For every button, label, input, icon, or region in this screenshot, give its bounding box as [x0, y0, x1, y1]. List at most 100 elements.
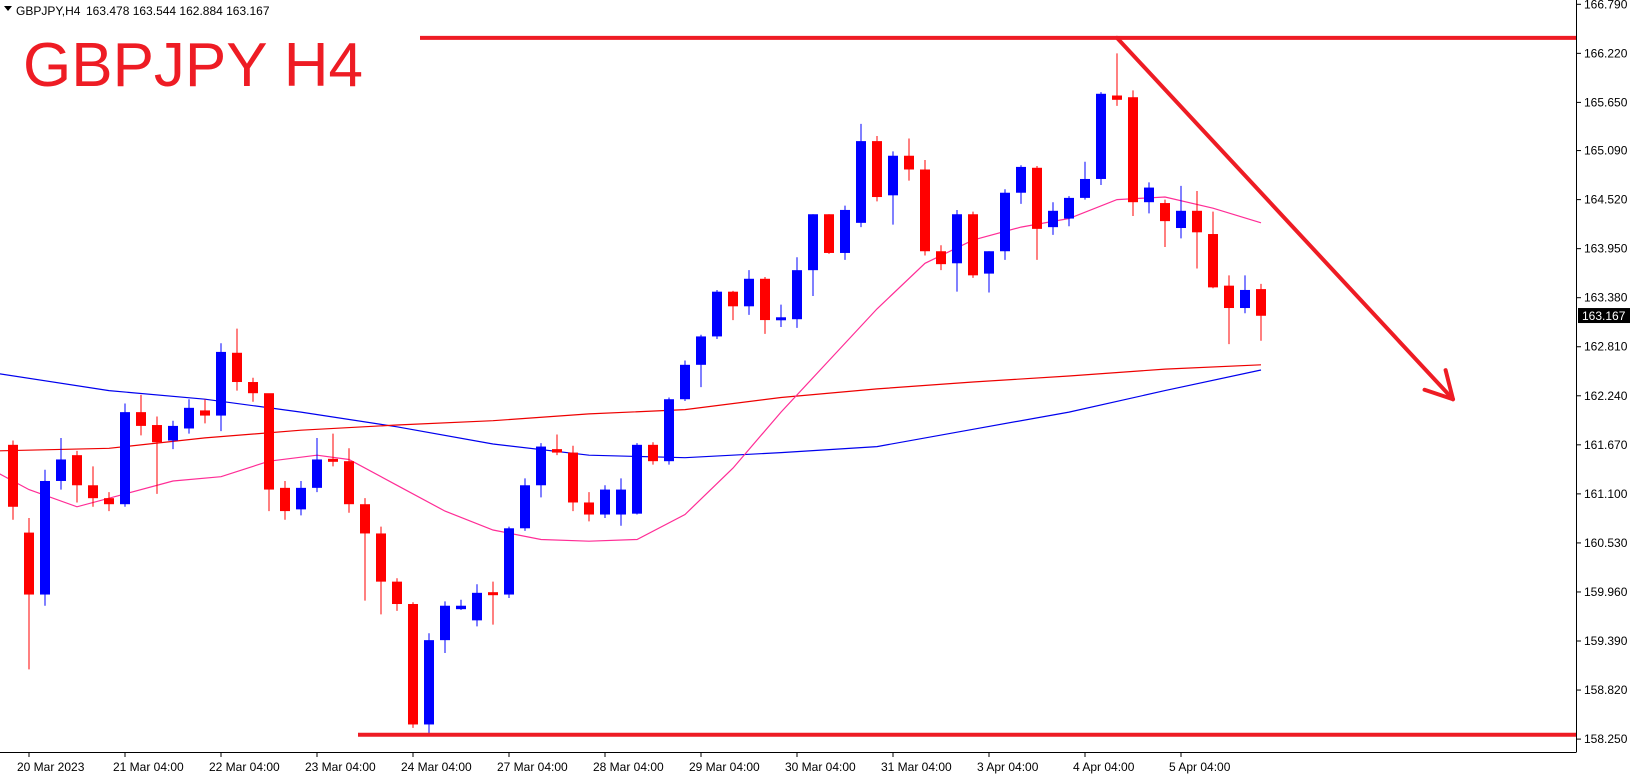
candle — [24, 517, 34, 670]
time-tick-label: 27 Mar 04:00 — [497, 760, 568, 774]
candle-body — [104, 498, 114, 505]
trend-arrow-head — [1422, 368, 1455, 402]
candle — [200, 399, 210, 424]
candle-body — [312, 459, 322, 488]
candle — [936, 245, 946, 271]
candle-body — [840, 209, 850, 253]
candle — [760, 277, 770, 334]
candle — [264, 393, 274, 512]
candle — [1064, 196, 1074, 227]
price-tick-label: 161.670 — [1584, 438, 1628, 452]
candle — [664, 397, 674, 465]
candle-body — [1208, 234, 1218, 288]
price-tick-label: 165.090 — [1584, 144, 1628, 158]
candle — [712, 289, 722, 340]
candle-body — [632, 444, 642, 514]
candle-body — [200, 410, 210, 416]
candle — [504, 526, 514, 598]
candle-body — [1256, 289, 1266, 316]
price-tick-label: 161.100 — [1584, 487, 1628, 501]
candle — [56, 437, 66, 490]
candle-body — [232, 352, 242, 383]
candle-body — [168, 425, 178, 441]
candle — [888, 151, 898, 225]
candle-body — [472, 592, 482, 621]
candle-body — [72, 455, 82, 486]
dropdown-triangle-icon[interactable] — [4, 6, 12, 11]
candle-body — [424, 640, 434, 725]
candle-body — [264, 393, 274, 490]
candle-body — [744, 278, 754, 307]
candle — [1128, 90, 1138, 216]
candle — [680, 360, 690, 401]
candle-body — [808, 214, 818, 271]
candle — [488, 581, 498, 625]
time-tick-label: 23 Mar 04:00 — [305, 760, 376, 774]
candle-body — [1160, 203, 1170, 222]
candle-body — [536, 446, 546, 486]
time-tick-label: 31 Mar 04:00 — [881, 760, 952, 774]
candle — [72, 450, 82, 503]
time-axis: 20 Mar 2023 21 Mar 04:00 22 Mar 04:00 23 Ma… — [17, 752, 1231, 774]
candle-body — [1128, 97, 1138, 203]
ohlc-values: 163.478 163.544 162.884 163.167 — [86, 4, 270, 18]
candle-body — [728, 291, 738, 307]
candle — [1192, 191, 1202, 269]
candle-body — [888, 155, 898, 196]
candle — [1048, 202, 1058, 235]
price-tick-label: 162.810 — [1584, 340, 1628, 354]
candle — [904, 138, 914, 181]
current-price-tag: 163.167 — [1578, 308, 1630, 324]
price-tick-label: 159.960 — [1584, 585, 1628, 599]
candle — [40, 469, 50, 606]
candle — [312, 437, 322, 493]
candle — [824, 214, 834, 254]
candle-body — [40, 480, 50, 595]
candle — [1080, 161, 1090, 200]
candle — [1224, 275, 1234, 345]
candle — [120, 403, 130, 507]
candle-body — [1112, 95, 1122, 100]
candle — [408, 602, 418, 728]
symbol-label[interactable]: GBPJPY,H4 — [16, 4, 81, 18]
candle-body — [1224, 285, 1234, 309]
candle-body — [552, 449, 562, 453]
price-tick-label: 158.820 — [1584, 683, 1628, 697]
candle-body — [600, 489, 610, 515]
time-tick-label: 24 Mar 04:00 — [401, 760, 472, 774]
candle-body — [504, 528, 514, 595]
candle — [968, 211, 978, 278]
candle-body — [408, 604, 418, 725]
candle — [952, 209, 962, 292]
candle-body — [696, 336, 706, 365]
trend-arrow-shaft — [1115, 35, 1455, 402]
candle — [1112, 53, 1122, 106]
candle — [440, 601, 450, 654]
candle-body — [792, 270, 802, 320]
candle-body — [856, 141, 866, 223]
candle-body — [152, 425, 162, 443]
candle-body — [1016, 166, 1026, 193]
candle-body — [872, 141, 882, 198]
candle — [536, 443, 546, 498]
candle — [648, 442, 658, 465]
candle — [232, 328, 242, 391]
candle-body — [248, 382, 258, 394]
candle-body — [568, 452, 578, 503]
ma-mid-line — [0, 364, 1262, 452]
candle — [552, 434, 562, 456]
candle-body — [392, 581, 402, 605]
candle-body — [280, 487, 290, 512]
candle-body — [1064, 197, 1074, 219]
candle-body — [584, 502, 594, 515]
candle-body — [1096, 93, 1106, 179]
time-tick-label: 21 Mar 04:00 — [113, 760, 184, 774]
candle-body — [88, 485, 98, 499]
candle-body — [776, 317, 786, 321]
candle-body — [680, 364, 690, 400]
candle — [1000, 189, 1010, 260]
candle-body — [648, 444, 658, 462]
candle — [1016, 165, 1026, 204]
time-tick-label: 29 Mar 04:00 — [689, 760, 760, 774]
